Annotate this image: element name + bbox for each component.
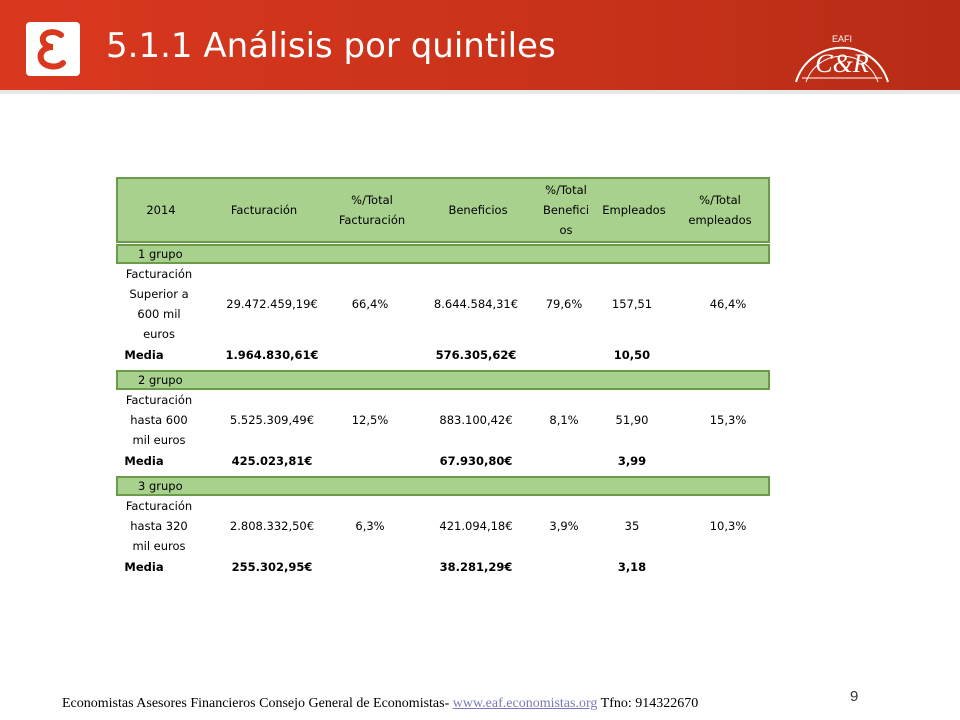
media-row-2: Media 425.023,81€ 67.930,80€ 3,99: [116, 450, 770, 472]
footer-link[interactable]: www.eaf.economistas.org: [452, 696, 598, 711]
pct-facturacion-value: 66,4%: [351, 297, 389, 311]
pct-empleados-value: 46,4%: [709, 297, 747, 311]
col-header-pct-empleados: %/Total empleados: [688, 193, 752, 227]
footer-text: Economistas Asesores Financieros Consejo…: [62, 696, 453, 711]
pct-facturacion-value: 6,3%: [355, 519, 385, 533]
media-label: Media: [124, 454, 164, 468]
media-facturacion: 425.023,81€: [231, 454, 313, 468]
facturacion-value: 5.525.309,49€: [229, 413, 315, 427]
media-label: Media: [124, 560, 164, 574]
col-header-pct-facturacion: %/Total Facturación: [338, 193, 406, 227]
media-empleados: 3,99: [617, 454, 647, 468]
group-row-3: 3 grupo: [116, 476, 770, 496]
facturacion-value: 2.808.332,50€: [229, 519, 315, 533]
media-empleados: 10,50: [613, 348, 651, 362]
col-header-facturacion: Facturación: [230, 203, 298, 217]
media-beneficios: 67.930,80€: [439, 454, 513, 468]
media-beneficios: 576.305,62€: [435, 348, 517, 362]
economistas-logo: [26, 22, 80, 76]
slide-header: 5.1.1 Análisis por quintiles EAFI C&R: [0, 0, 960, 90]
group-description: Facturación Superior a 600 mil euros: [125, 267, 193, 341]
group-label: 1 grupo: [138, 247, 183, 261]
facturacion-value: 29.472.459,19€: [226, 297, 318, 311]
col-header-beneficios: Beneficios: [448, 203, 508, 217]
empleados-value: 157,51: [611, 297, 653, 311]
media-label: Media: [124, 348, 164, 362]
media-beneficios: 38.281,29€: [439, 560, 513, 574]
beneficios-value: 8.644.584,31€: [433, 297, 519, 311]
slide-footer: Economistas Asesores Financieros Consejo…: [62, 696, 698, 712]
group-description: Facturación hasta 600 mil euros: [125, 393, 193, 447]
group-label: 3 grupo: [138, 479, 183, 493]
group-row-2: 2 grupo: [116, 370, 770, 390]
economistas-logo-icon: [37, 29, 66, 70]
group-description: Facturación hasta 320 mil euros: [125, 499, 193, 553]
col-header-empleados: Empleados: [602, 203, 666, 217]
group-data-row-1: Facturación Superior a 600 mil euros 29.…: [116, 264, 770, 344]
pct-beneficios-value: 3,9%: [549, 519, 579, 533]
quintile-table: 2014 Facturación %/Total Facturación Ben…: [116, 177, 770, 578]
media-row-1: Media 1.964.830,61€ 576.305,62€ 10,50: [116, 344, 770, 366]
pct-empleados-value: 10,3%: [709, 519, 747, 533]
badge-eafi: EAFI: [832, 34, 852, 44]
group-data-row-2: Facturación hasta 600 mil euros 5.525.30…: [116, 390, 770, 450]
page-number: 9: [850, 688, 859, 705]
footer-phone: Tfno: 914322670: [597, 696, 699, 711]
group-data-row-3: Facturación hasta 320 mil euros 2.808.33…: [116, 496, 770, 556]
cr-eafi-badge-icon: EAFI C&R: [795, 34, 889, 83]
media-row-3: Media 255.302,95€ 38.281,29€ 3,18: [116, 556, 770, 578]
media-facturacion: 1.964.830,61€: [225, 348, 319, 362]
group-row-1: 1 grupo: [116, 244, 770, 264]
beneficios-value: 421.094,18€: [439, 519, 513, 533]
slide-title: 5.1.1 Análisis por quintiles: [106, 26, 556, 66]
pct-facturacion-value: 12,5%: [351, 413, 389, 427]
table-header-row: 2014 Facturación %/Total Facturación Ben…: [116, 177, 770, 243]
media-facturacion: 255.302,95€: [231, 560, 313, 574]
badge-main: C&R: [815, 49, 869, 78]
beneficios-value: 883.100,42€: [439, 413, 513, 427]
group-label: 2 grupo: [138, 373, 183, 387]
media-empleados: 3,18: [617, 560, 647, 574]
col-header-year: 2014: [146, 203, 176, 217]
pct-empleados-value: 15,3%: [709, 413, 747, 427]
pct-beneficios-value: 79,6%: [545, 297, 583, 311]
pct-beneficios-value: 8,1%: [549, 413, 579, 427]
header-divider: [0, 90, 960, 94]
col-header-pct-beneficios: %/Total Benefici os: [542, 183, 590, 237]
empleados-value: 35: [624, 519, 640, 533]
empleados-value: 51,90: [615, 413, 649, 427]
